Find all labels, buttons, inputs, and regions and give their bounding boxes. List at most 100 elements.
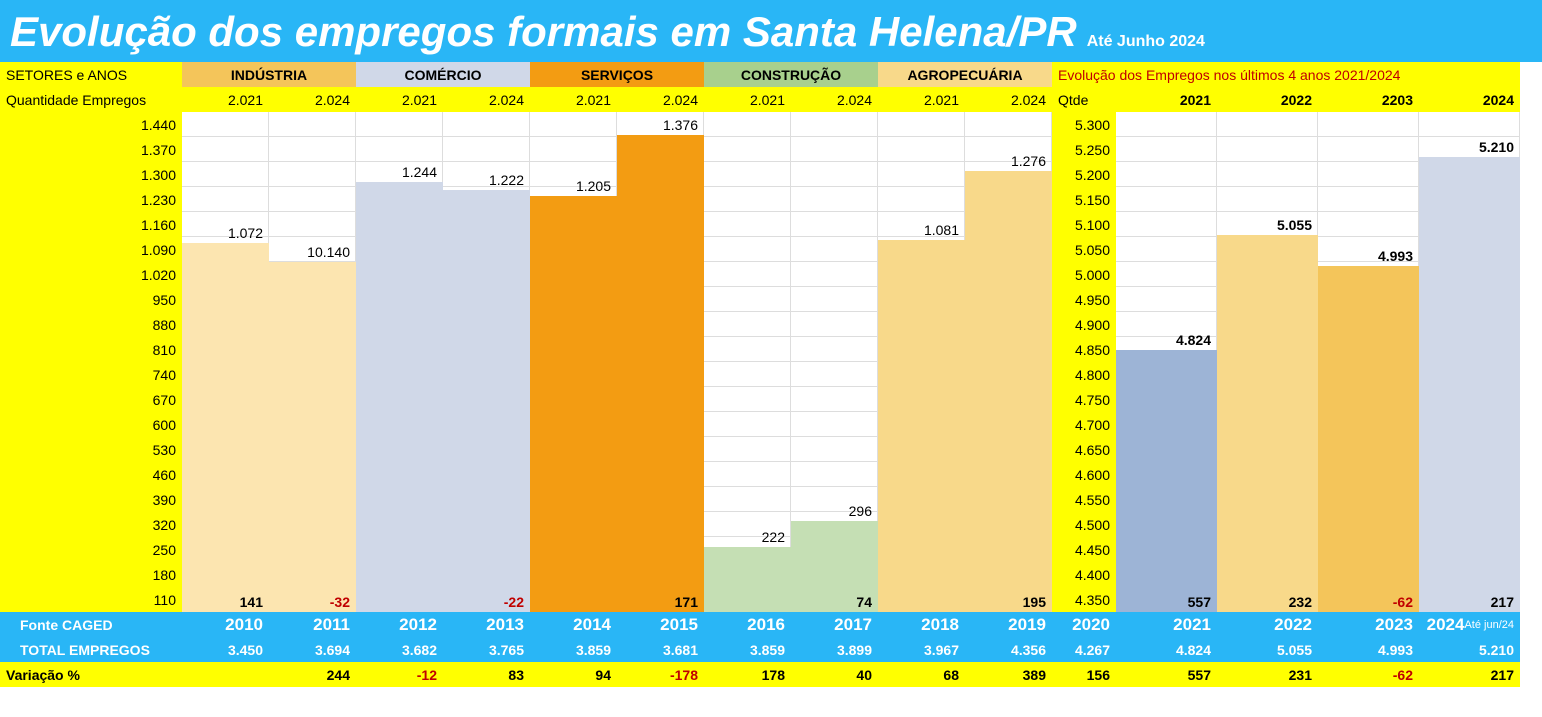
setores-label: SETORES e ANOS: [0, 62, 182, 87]
y-tick: 810: [0, 337, 182, 362]
evolucao-label: Evolução dos Empregos nos últimos 4 anos…: [1052, 62, 1520, 87]
variacao-value: 83: [443, 662, 530, 687]
bar-comercio-y2024: 1.222 -22: [443, 112, 530, 612]
variacao-value: -62: [1318, 662, 1419, 687]
footer-year: 2013: [443, 612, 530, 637]
variacao-value: 178: [704, 662, 791, 687]
bar-bottom-label: 195: [970, 594, 1050, 610]
y-tick: 4.800: [1052, 362, 1116, 387]
year-bar-bottom: 557: [1135, 594, 1215, 610]
total-value: 3.899: [791, 637, 878, 662]
bar-value-label: 10.140: [274, 244, 354, 260]
total-label: TOTAL EMPREGOS: [0, 637, 182, 662]
footer-year: 2015: [617, 612, 704, 637]
year-bar-value: 5.210: [1438, 139, 1518, 155]
y-tick: 390: [0, 487, 182, 512]
y-tick: 4.700: [1052, 412, 1116, 437]
bar-value-label: 1.244: [361, 164, 441, 180]
y-tick: 4.900: [1052, 312, 1116, 337]
total-value: 3.967: [878, 637, 965, 662]
total-value: 4.356: [965, 637, 1052, 662]
total-value: 4.824: [1116, 637, 1217, 662]
variacao-value: 389: [965, 662, 1052, 687]
y-tick: 740: [0, 362, 182, 387]
y-tick: 320: [0, 512, 182, 537]
y-tick: 4.850: [1052, 337, 1116, 362]
variacao-value: [182, 662, 269, 687]
variacao-value: 557: [1116, 662, 1217, 687]
bar-comercio-y2021: 1.244: [356, 112, 443, 612]
year-bar-value: 5.055: [1236, 217, 1316, 233]
hdr-servicos: SERVIÇOS: [530, 62, 704, 87]
y-tick: 110: [0, 587, 182, 612]
year-y-axis: 5.3005.2505.2005.1505.1005.0505.0004.950…: [1052, 112, 1116, 612]
variacao-value: 244: [269, 662, 356, 687]
sub-2021: 2.021: [704, 87, 791, 112]
bar-value-label: 222: [709, 529, 789, 545]
y-tick: 1.440: [0, 112, 182, 137]
bar-bottom-label: 141: [187, 594, 267, 610]
y-tick: 5.250: [1052, 137, 1116, 162]
y-tick: 1.300: [0, 162, 182, 187]
y-tick: 1.020: [0, 262, 182, 287]
footer-year: 2019: [965, 612, 1052, 637]
footer-year: 2012: [356, 612, 443, 637]
y-tick: 530: [0, 437, 182, 462]
y-tick: 600: [0, 412, 182, 437]
total-value: 3.682: [356, 637, 443, 662]
bar-agropecuaria-y2024: 1.276195: [965, 112, 1052, 612]
year-bar-bottom: 232: [1236, 594, 1316, 610]
hdr-industria: INDÚSTRIA: [182, 62, 356, 87]
sub-2024: 2.024: [617, 87, 704, 112]
year-bar-bottom: -62: [1337, 594, 1417, 610]
bar-agropecuaria-y2021: 1.081: [878, 112, 965, 612]
hdr-agropecuaria: AGROPECUÁRIA: [878, 62, 1052, 87]
footer-year: 2016: [704, 612, 791, 637]
subtitle: Até Junho 2024: [1087, 33, 1205, 51]
y-tick: 950: [0, 287, 182, 312]
y-tick: 1.370: [0, 137, 182, 162]
y-tick: 4.950: [1052, 287, 1116, 312]
bar-construcao-y2021: 222: [704, 112, 791, 612]
y-tick: 5.050: [1052, 237, 1116, 262]
footer-year: 2022: [1217, 612, 1318, 637]
footer-year: 2017: [791, 612, 878, 637]
hdr-y2024: 2024: [1419, 87, 1520, 112]
footer-year: 2011: [269, 612, 356, 637]
bar-value-label: 1.222: [448, 172, 528, 188]
total-value: 5.210: [1419, 637, 1520, 662]
footer-year: 2024 Até jun/24: [1419, 612, 1520, 637]
page-header: Evolução dos empregos formais em Santa H…: [0, 0, 1542, 62]
title: Evolução dos empregos formais em Santa H…: [10, 8, 1077, 56]
y-tick: 4.500: [1052, 512, 1116, 537]
year-bar-2021: 4.824 557: [1116, 112, 1217, 612]
variacao-value: 217: [1419, 662, 1520, 687]
bar-bottom-label: -22: [448, 594, 528, 610]
sub-2021: 2.021: [530, 87, 617, 112]
variacao-value: 68: [878, 662, 965, 687]
hdr-y2022: 2022: [1217, 87, 1318, 112]
variacao-value: 94: [530, 662, 617, 687]
total-value: 3.681: [617, 637, 704, 662]
bar-servicos-y2021: 1.205: [530, 112, 617, 612]
bar-bottom-label: 171: [622, 594, 702, 610]
y-tick: 4.600: [1052, 462, 1116, 487]
year-bar-2022: 5.055 232: [1217, 112, 1318, 612]
fonte-label: Fonte CAGED: [0, 612, 182, 637]
y-tick: 5.000: [1052, 262, 1116, 287]
sub-2024: 2.024: [965, 87, 1052, 112]
variacao-value: 231: [1217, 662, 1318, 687]
y-tick: 5.100: [1052, 212, 1116, 237]
total-value: 4.267: [1052, 637, 1116, 662]
total-value: 3.450: [182, 637, 269, 662]
sub-2021: 2.021: [182, 87, 269, 112]
y-tick: 4.650: [1052, 437, 1116, 462]
hdr-y2021: 2021: [1116, 87, 1217, 112]
variacao-value: -12: [356, 662, 443, 687]
y-tick: 5.300: [1052, 112, 1116, 137]
hdr-comercio: COMÉRCIO: [356, 62, 530, 87]
year-bar-value: 4.824: [1135, 332, 1215, 348]
sub-2024: 2.024: [443, 87, 530, 112]
variacao-value: 40: [791, 662, 878, 687]
total-value: 5.055: [1217, 637, 1318, 662]
